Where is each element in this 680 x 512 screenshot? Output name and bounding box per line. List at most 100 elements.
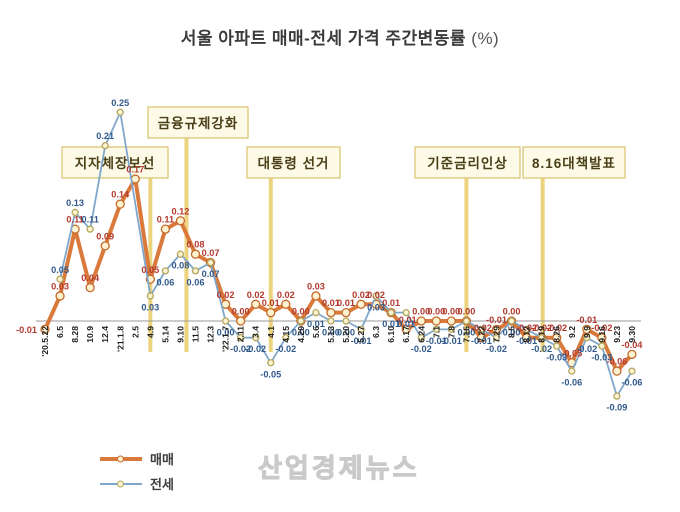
sale-data-point-marker	[251, 299, 261, 309]
sale-data-point-marker	[326, 307, 336, 318]
sale-data-label: -0.01	[576, 315, 597, 325]
x-tick-label: 4.9	[145, 326, 155, 338]
sale-data-label: -0.05	[561, 348, 582, 358]
sale-data-point-marker	[281, 299, 291, 309]
jeonse-data-point-marker	[56, 275, 64, 283]
jeonse-data-point-marker	[146, 292, 155, 300]
jeonse-data-label: -0.02	[230, 344, 251, 354]
sale-data-label: 0.14	[111, 190, 130, 200]
jeonse-data-point-marker	[86, 225, 94, 233]
jeonse-data-point-marker	[206, 258, 215, 267]
sale-data-label: 0.02	[217, 290, 235, 300]
jeonse-data-label: 0.03	[367, 302, 385, 312]
sale-data-label: -0.02	[516, 323, 537, 333]
jeonse-data-point-marker	[613, 392, 621, 400]
jeonse-data-point-marker	[101, 141, 109, 150]
x-tick-label: 2.5	[130, 326, 140, 338]
sale-data-point-marker	[341, 307, 351, 318]
x-tick-label: 11.5	[191, 326, 201, 342]
jeonse-data-point-marker	[462, 317, 471, 325]
jeonse-data-point-marker	[282, 334, 290, 342]
jeonse-data-label: -0.01	[441, 336, 462, 346]
watermark: 산업경제뉴스	[258, 453, 420, 484]
jeonse-data-point-marker	[342, 317, 350, 325]
jeonse-data-point-marker	[477, 325, 486, 334]
sale-data-point-marker	[190, 249, 201, 259]
jeonse-marker-sample	[117, 480, 124, 487]
jeonse-data-point-marker	[522, 325, 531, 334]
sale-data-label: 0.09	[96, 231, 114, 241]
x-tick-label: 10.9	[85, 326, 95, 343]
x-tick-label: '22.1.7	[221, 326, 231, 352]
annotation-box	[61, 146, 169, 179]
jeonse-data-label: 0.01	[307, 319, 325, 329]
jeonse-data-point-marker	[583, 334, 591, 342]
sale-data-label: -0.04	[621, 340, 643, 350]
legend-item-sale: 매매	[100, 446, 174, 471]
x-tick-label: 12.4	[100, 326, 110, 343]
sale-data-point-marker	[311, 291, 321, 301]
jeonse-data-label: -0.02	[275, 344, 296, 354]
x-tick-label: 3.4	[251, 326, 261, 338]
x-tick-label: 2.11	[236, 326, 246, 342]
x-tick-label: 8.28	[70, 326, 80, 343]
sale-data-point-marker	[85, 282, 95, 293]
chart-title: 서울 아파트 매매-전세 가격 주간변동률 (%)	[0, 24, 680, 49]
jeonse-data-label: 0.25	[111, 98, 129, 108]
sale-data-point-marker	[266, 307, 276, 318]
jeonse-data-point-marker	[191, 267, 200, 275]
sale-data-label: 0.07	[202, 248, 220, 258]
sale-data-label: -0.01	[396, 315, 417, 325]
annotation-box	[522, 146, 626, 179]
jeonse-data-point-marker	[236, 334, 245, 342]
jeonse-line-swatch	[100, 480, 142, 488]
sale-data-label: -0.02	[531, 323, 552, 333]
sale-data-label: 0.00	[412, 307, 430, 317]
jeonse-data-label: -0.01	[516, 336, 537, 346]
jeonse-data-point-marker	[553, 342, 561, 350]
sale-data-point-marker	[55, 291, 65, 301]
x-tick-label: 4.29	[296, 326, 306, 343]
sale-data-label: 0.03	[51, 281, 69, 291]
jeonse-data-point-marker	[221, 317, 230, 325]
sale-data-label: 0.17	[126, 165, 144, 175]
sale-data-label: 0.11	[66, 215, 83, 225]
jeonse-data-label: 0.00	[337, 328, 355, 338]
x-tick-label: 6.24	[416, 326, 426, 343]
sale-data-label: 0.02	[277, 290, 295, 300]
chart-title-unit: (%)	[471, 29, 500, 48]
jeonse-data-point-marker	[297, 317, 305, 325]
annotation-label: 기준금리인상	[427, 155, 508, 171]
sale-data-point-marker	[100, 241, 110, 251]
x-tick-label: 8.19	[537, 326, 547, 343]
x-tick-label: 4.1	[266, 326, 276, 338]
sale-data-point-marker	[115, 199, 125, 209]
annotation-label: 지자체장보선	[75, 155, 156, 171]
jeonse-data-point-marker	[312, 308, 320, 317]
sale-data-label: 0.01	[322, 298, 340, 308]
jeonse-data-label: 0.00	[292, 328, 310, 338]
jeonse-data-label: -0.03	[591, 353, 612, 363]
sale-data-label: 0.00	[442, 307, 460, 317]
sale-data-point-marker	[627, 349, 637, 360]
jeonse-data-label: -0.01	[426, 336, 447, 346]
jeonse-data-label: 0.08	[172, 261, 190, 271]
x-tick-label: 7.15	[461, 326, 471, 343]
jeonse-data-label: -0.02	[411, 344, 432, 354]
jeonse-data-label: 0.07	[202, 269, 220, 279]
x-tick-label: 7.29	[492, 326, 502, 343]
sale-data-label: 0.00	[232, 307, 250, 317]
jeonse-data-point-marker	[252, 334, 260, 342]
jeonse-data-point-marker	[176, 250, 185, 258]
jeonse-data-label: 0.00	[217, 328, 235, 338]
jeonse-data-point-marker	[598, 342, 606, 350]
jeonse-data-label: 0.00	[503, 328, 521, 338]
sale-data-point-marker	[476, 333, 487, 343]
jeonse-data-point-marker	[372, 292, 380, 300]
legend-label-sale: 매매	[150, 452, 174, 467]
jeonse-data-label: -0.06	[561, 378, 582, 388]
sale-data-label: -0.01	[486, 315, 507, 325]
jeonse-data-label: -0.09	[606, 403, 627, 413]
x-tick-label: '21.1.8	[115, 326, 125, 352]
